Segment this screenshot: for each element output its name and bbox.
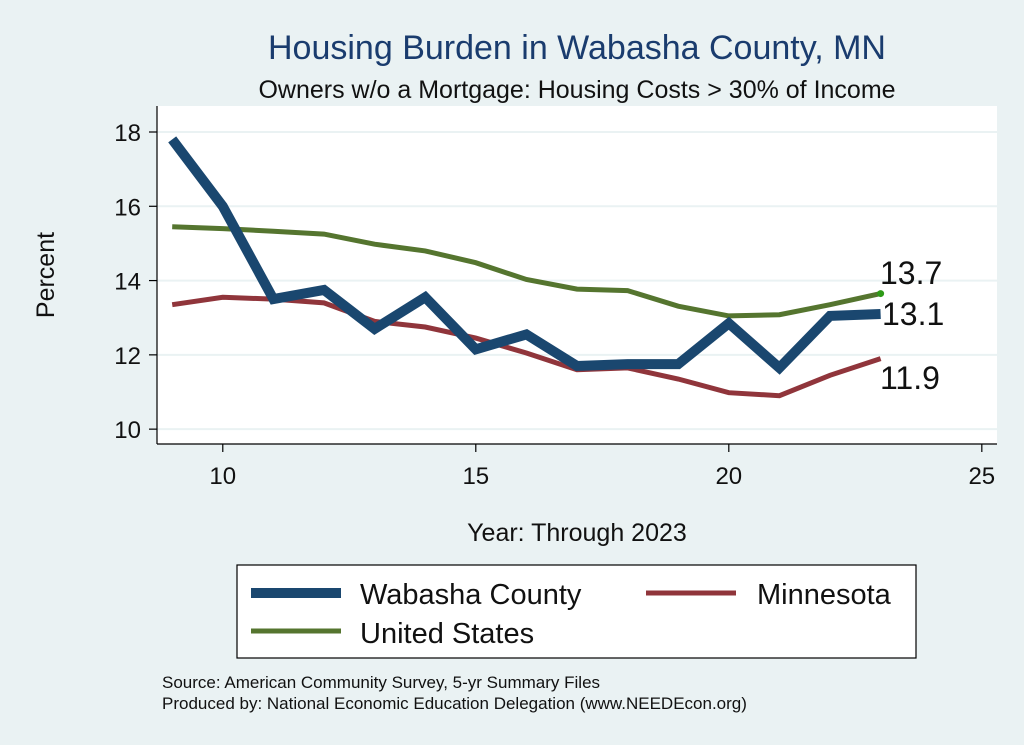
y-ticks: 10 12 14 16 18 (114, 120, 157, 444)
legend-label-minnesota: Minnesota (757, 579, 892, 611)
x-ticks: 10 15 20 25 (209, 444, 995, 490)
legend: Wabasha County Minnesota United States (236, 564, 917, 659)
end-marker-united-states (877, 290, 885, 298)
legend-label-united-states: United States (360, 618, 534, 650)
end-label-united-states: 13.7 (880, 255, 942, 291)
legend-box (236, 564, 917, 659)
series-line-wabasha-county (168, 136, 881, 375)
series-line-united-states (172, 224, 882, 319)
x-tick-label-10: 10 (209, 463, 236, 490)
produced-by-note: Produced by: National Economic Education… (162, 694, 747, 713)
y-axis-title: Percent (32, 232, 60, 318)
end-label-minnesota: 11.9 (880, 360, 940, 396)
gridlines (157, 131, 997, 431)
series-lines (168, 136, 885, 399)
chart-subtitle: Owners w/o a Mortgage: Housing Costs > 3… (258, 76, 895, 104)
chart-title: Housing Burden in Wabasha County, MN (268, 29, 886, 67)
y-tick-label-10: 10 (114, 417, 141, 444)
x-tick-label-20: 20 (715, 463, 742, 490)
source-note: Source: American Community Survey, 5-yr … (162, 673, 600, 692)
plot-area (157, 106, 997, 444)
y-tick-label-12: 12 (114, 343, 141, 370)
end-label-wabasha: 13.1 (882, 296, 944, 332)
x-tick-label-15: 15 (462, 463, 489, 490)
legend-label-wabasha: Wabasha County (360, 579, 582, 611)
y-tick-label-18: 18 (114, 120, 141, 147)
y-tick-label-14: 14 (114, 269, 141, 296)
x-tick-label-25: 25 (968, 463, 995, 490)
y-tick-label-16: 16 (114, 194, 141, 221)
x-axis-title: Year: Through 2023 (467, 519, 687, 547)
